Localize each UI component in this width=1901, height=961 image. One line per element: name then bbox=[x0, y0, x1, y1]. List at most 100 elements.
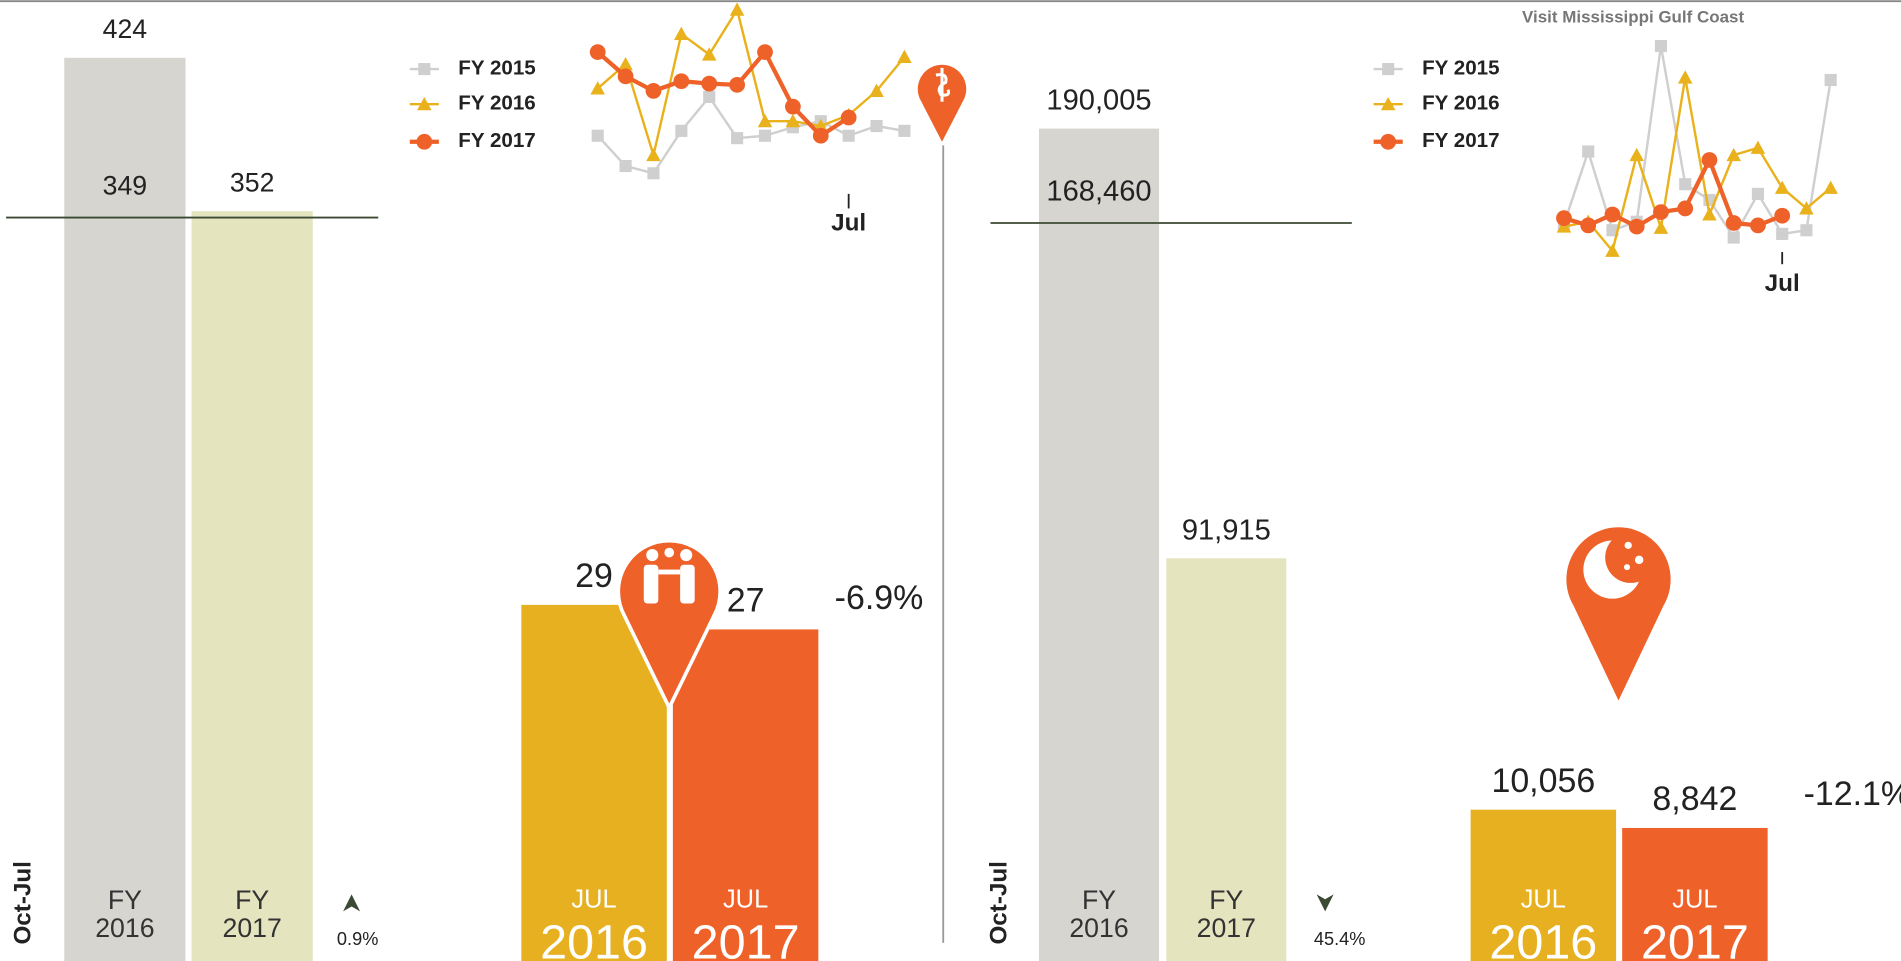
marker bbox=[1751, 187, 1765, 200]
marker bbox=[1580, 217, 1597, 234]
marker bbox=[673, 73, 690, 90]
legend-label: FY 2016 bbox=[1422, 92, 1500, 115]
marker bbox=[619, 159, 632, 173]
marker bbox=[1606, 224, 1619, 237]
marker bbox=[1582, 145, 1595, 158]
marker bbox=[757, 113, 773, 128]
change-label: -12.1% bbox=[1804, 775, 1901, 813]
marker bbox=[731, 132, 744, 145]
marker bbox=[1677, 70, 1693, 84]
marker bbox=[1725, 215, 1742, 231]
value-label: 27 bbox=[727, 582, 765, 620]
marker bbox=[1774, 180, 1790, 194]
marker bbox=[703, 90, 716, 104]
category-label: FY 2016 bbox=[95, 886, 154, 942]
bar bbox=[1470, 809, 1617, 961]
change-label: 45.4% bbox=[1314, 929, 1366, 949]
marker bbox=[1776, 227, 1789, 240]
value-label: 8,842 bbox=[1652, 780, 1737, 818]
marker bbox=[1727, 231, 1740, 244]
x-tick-label: Jul bbox=[1765, 270, 1800, 297]
marker bbox=[1702, 207, 1717, 221]
legend-label: FY 2016 bbox=[458, 92, 536, 115]
value-label: 352 bbox=[230, 168, 274, 198]
bar bbox=[1166, 558, 1287, 961]
marker bbox=[869, 83, 884, 97]
marker bbox=[870, 119, 883, 133]
marker bbox=[1677, 200, 1694, 217]
marker bbox=[1679, 178, 1692, 191]
marker bbox=[729, 76, 746, 93]
marker bbox=[675, 124, 688, 137]
marker bbox=[757, 44, 773, 60]
marker bbox=[1604, 206, 1621, 223]
handshake-pin bbox=[616, 538, 722, 712]
bar bbox=[1622, 827, 1768, 961]
value-label: 91,915 bbox=[1182, 514, 1271, 546]
marker bbox=[729, 2, 745, 16]
category-text: JUL 2016 bbox=[540, 885, 648, 961]
up-arrow bbox=[343, 894, 361, 912]
value-label: 424 bbox=[103, 14, 148, 44]
marker bbox=[812, 127, 829, 144]
category-label: JUL 2016 bbox=[1489, 885, 1598, 961]
category-label: FY 2017 bbox=[1196, 885, 1256, 943]
category-text: FY 2017 bbox=[1196, 885, 1256, 943]
marker bbox=[1654, 39, 1668, 53]
marker bbox=[898, 124, 911, 137]
marker bbox=[590, 81, 605, 95]
series-line bbox=[596, 94, 905, 175]
legend-label: FY 2015 bbox=[458, 57, 536, 80]
bar bbox=[191, 211, 313, 961]
marker bbox=[646, 147, 661, 162]
bar bbox=[672, 629, 819, 961]
marker bbox=[1823, 180, 1838, 194]
marker bbox=[785, 113, 801, 128]
x-tick-label: Jul bbox=[831, 210, 866, 237]
marker bbox=[1750, 217, 1766, 234]
category-text: JUL 2017 bbox=[1640, 885, 1749, 961]
marker bbox=[1774, 207, 1791, 224]
dollar-glyph bbox=[935, 67, 951, 102]
marker bbox=[1556, 210, 1572, 227]
change-label: -6.9% bbox=[835, 579, 924, 617]
marker bbox=[897, 49, 912, 64]
bar bbox=[64, 57, 186, 961]
category-label: JUL 2017 bbox=[691, 885, 800, 961]
category-label: JUL 2016 bbox=[540, 885, 648, 961]
marker bbox=[1800, 224, 1813, 237]
down-arrow bbox=[1316, 894, 1334, 912]
marker bbox=[1726, 147, 1741, 162]
marker bbox=[840, 109, 857, 126]
axis-label: Oct-Jul bbox=[10, 861, 37, 944]
marker bbox=[785, 98, 801, 115]
marker bbox=[701, 47, 717, 61]
marker bbox=[1605, 243, 1620, 257]
category-text: FY 2016 bbox=[1069, 885, 1129, 943]
marker bbox=[701, 75, 718, 92]
legend-label: FY 2017 bbox=[1422, 129, 1500, 152]
category-label: JUL 2017 bbox=[1640, 885, 1749, 961]
marker bbox=[418, 63, 431, 76]
marker bbox=[647, 167, 660, 180]
dollar-pin bbox=[917, 64, 967, 142]
marker bbox=[589, 44, 606, 60]
series-line bbox=[596, 48, 850, 139]
marker bbox=[1750, 140, 1766, 154]
bar bbox=[521, 604, 667, 961]
value-label: 190,005 bbox=[1046, 85, 1151, 117]
reference-label: 349 bbox=[103, 170, 147, 200]
marker bbox=[617, 68, 634, 85]
moon-pin bbox=[1566, 527, 1671, 701]
value-label: 10,056 bbox=[1491, 762, 1595, 800]
category-text: JUL 2016 bbox=[1489, 885, 1598, 961]
marker bbox=[1380, 96, 1396, 111]
category-text: JUL 2017 bbox=[691, 885, 800, 961]
marker bbox=[1380, 133, 1397, 150]
marker bbox=[758, 129, 772, 142]
marker bbox=[1629, 147, 1644, 162]
marker bbox=[1701, 152, 1718, 168]
marker bbox=[1824, 73, 1837, 87]
